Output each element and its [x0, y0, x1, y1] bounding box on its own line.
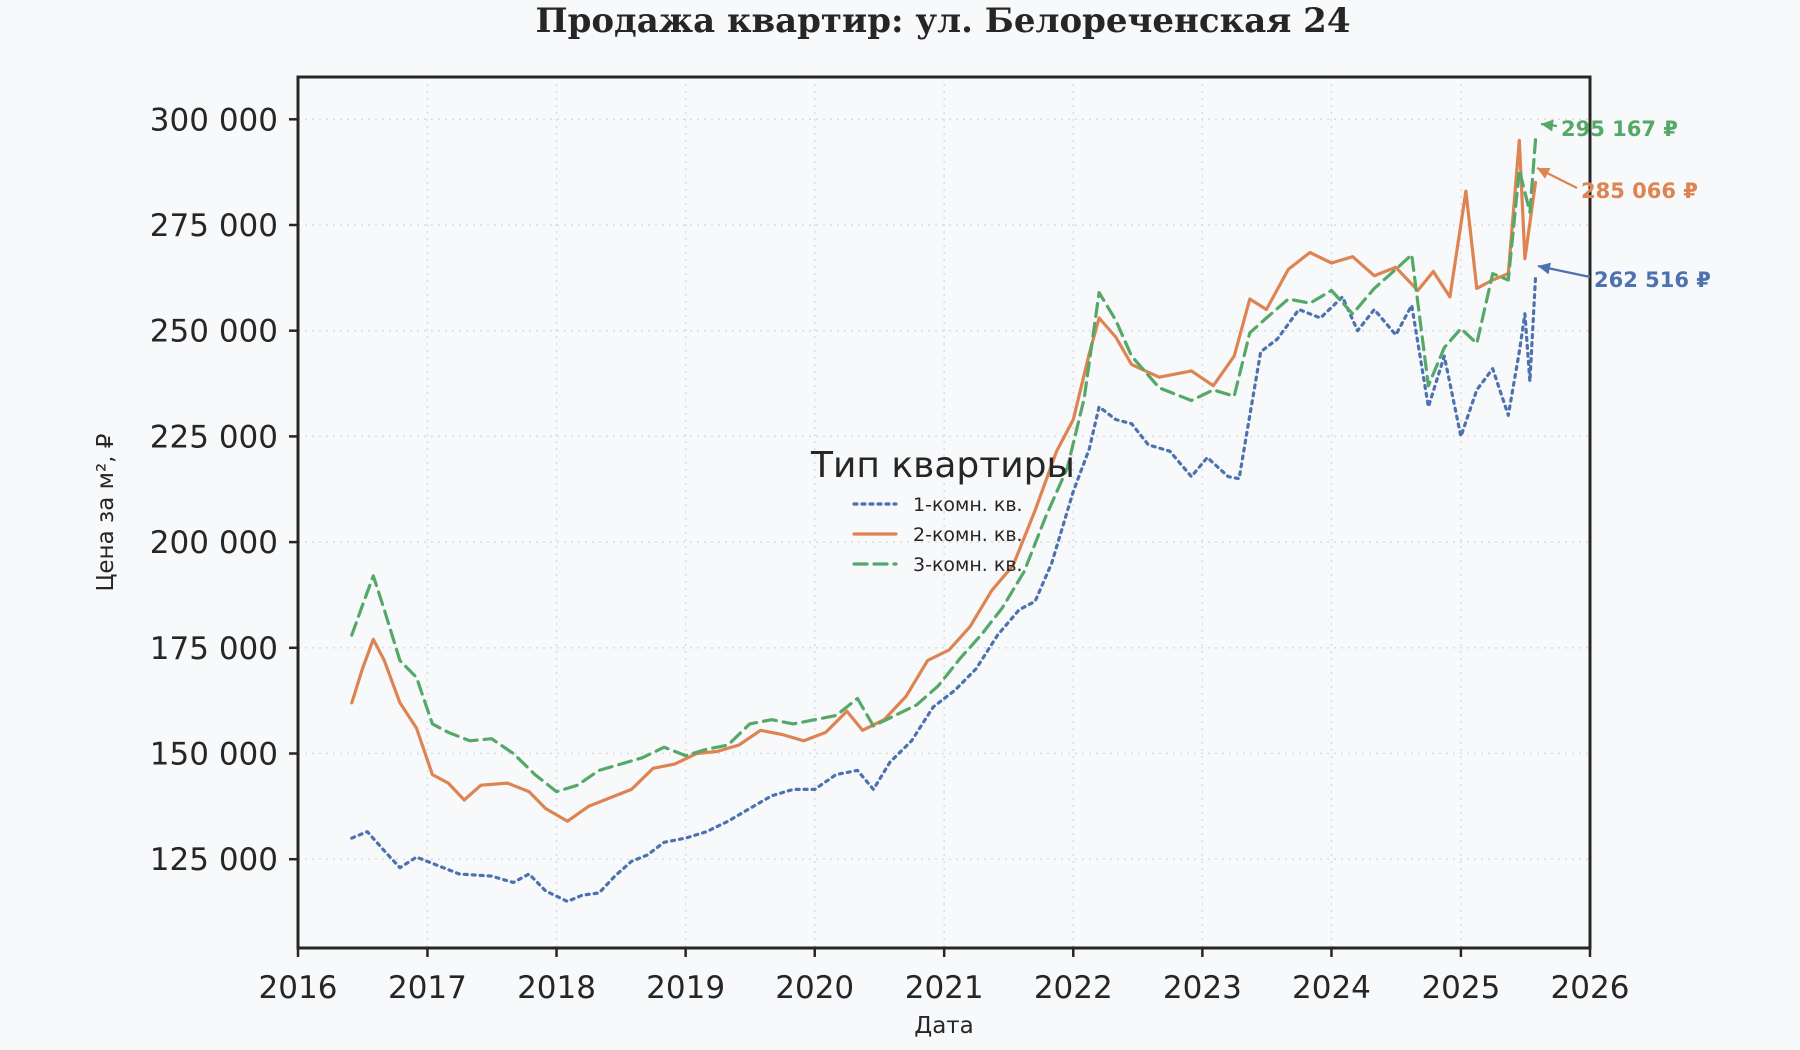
annotation-label: 262 516 ₽ [1594, 268, 1711, 292]
y-tick-label: 125 000 [150, 842, 278, 878]
y-tick-label: 150 000 [150, 737, 278, 773]
y-tick-label: 275 000 [150, 208, 278, 244]
x-tick-label: 2018 [517, 970, 596, 1006]
x-tick-label: 2020 [775, 970, 854, 1006]
x-tick-label: 2026 [1551, 970, 1630, 1006]
annotation-arrowhead [1537, 168, 1551, 179]
y-axis: 125 000 150 000 175 000 200 000 225 000 250 0… [150, 102, 298, 878]
legend-entries: 1-комн. кв. 2-комн. кв. 3-комн. кв. [852, 494, 1023, 576]
series-line-2 [350, 138, 1538, 823]
legend-entry-label: 3-комн. кв. [913, 554, 1023, 576]
y-tick-label: 300 000 [150, 102, 278, 138]
end-value-annotations: 262 516 ₽ 285 066 ₽ 295 167 ₽ [1536, 117, 1711, 292]
plot-area [296, 75, 1592, 950]
series-line-1 [350, 276, 1538, 904]
legend-entry-label: 1-комн. кв. [913, 494, 1023, 516]
annotation-arrowhead [1541, 119, 1554, 132]
x-tick-label: 2019 [646, 970, 725, 1006]
series-layer [350, 138, 1538, 904]
y-tick-label: 200 000 [150, 525, 278, 561]
x-tick-label: 2022 [1034, 970, 1113, 1006]
x-tick-label: 2017 [388, 970, 467, 1006]
series-line-3 [350, 138, 1538, 794]
legend-entry-label: 2-комн. кв. [913, 524, 1023, 546]
x-tick-label: 2025 [1421, 970, 1500, 1006]
x-axis: 2016 2017 2018 2019 2020 2021 2022 2023 2024 2025… [259, 948, 1630, 1006]
x-axis-label: Дата [914, 1013, 974, 1039]
annotation-label: 295 167 ₽ [1561, 117, 1678, 141]
annotation-label: 285 066 ₽ [1581, 179, 1698, 203]
annotation-arrowhead [1538, 262, 1551, 275]
y-axis-label: Цена за м², ₽ [93, 434, 119, 592]
chart-title: Продажа квартир: ул. Белореченская 24 [536, 1, 1351, 41]
x-tick-label: 2016 [259, 970, 338, 1006]
x-tick-label: 2024 [1292, 970, 1371, 1006]
legend-title: Тип квартиры [810, 445, 1075, 486]
x-tick-label: 2021 [905, 970, 984, 1006]
legend: Тип квартиры 1-комн. кв. 2-комн. кв. 3-ком… [810, 445, 1075, 576]
y-tick-label: 175 000 [150, 631, 278, 667]
y-tick-label: 225 000 [150, 419, 278, 455]
y-tick-label: 250 000 [150, 314, 278, 350]
x-tick-label: 2023 [1163, 970, 1242, 1006]
